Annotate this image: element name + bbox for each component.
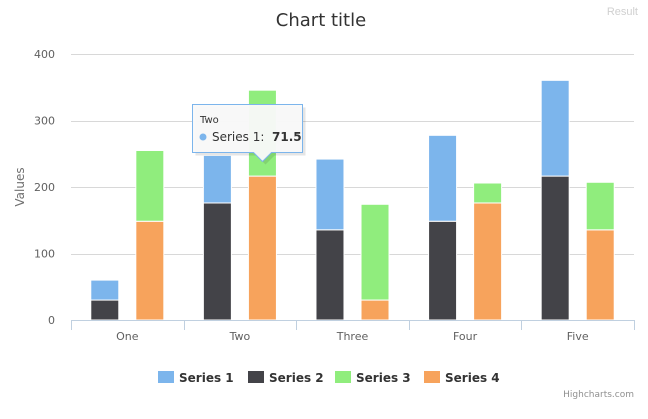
tooltip-series-dot <box>199 133 207 141</box>
legend-label: Series 3 <box>356 371 411 385</box>
x-tick-label: Three <box>336 330 369 343</box>
bar-series-1-one[interactable] <box>90 279 120 301</box>
bar-series-2-four[interactable] <box>428 220 458 321</box>
legend-label: Series 1 <box>179 371 234 385</box>
y-axis-ticks: 0 100 200 300 400 <box>34 48 55 327</box>
legend-item-series-3[interactable]: Series 3 <box>335 371 411 385</box>
legend-swatch <box>335 371 351 383</box>
result-label: Result <box>606 6 638 18</box>
bar-series-2-three[interactable] <box>315 229 345 321</box>
bar-series-4-three[interactable] <box>360 299 390 321</box>
chart-title: Chart title <box>276 10 366 31</box>
y-tick-label: 300 <box>34 115 55 128</box>
legend-item-series-2[interactable]: Series 2 <box>248 371 324 385</box>
bar-series-1-four[interactable] <box>428 134 458 222</box>
tooltip-box <box>192 104 303 163</box>
bar-layer <box>90 79 615 321</box>
bar-series-2-five[interactable] <box>540 175 570 321</box>
bar-series-3-one[interactable] <box>135 149 165 222</box>
tooltip: Two Series 1: 71.5 <box>192 104 306 165</box>
x-tick-label: Four <box>453 330 478 343</box>
bar-series-2-two[interactable] <box>202 202 232 321</box>
x-tick-label: One <box>116 330 139 343</box>
legend-swatch <box>424 371 440 383</box>
legend-item-series-1[interactable]: Series 1 <box>158 371 234 385</box>
y-tick-label: 400 <box>34 48 55 61</box>
bar-series-1-five[interactable] <box>540 79 570 177</box>
tooltip-series-label: Series 1: <box>212 130 264 144</box>
legend-label: Series 2 <box>269 371 324 385</box>
x-tick-label: Five <box>567 330 589 343</box>
bar-series-3-four[interactable] <box>473 182 503 204</box>
legend: Series 1 Series 2 Series 3 Series 4 <box>158 371 500 385</box>
y-tick-label: 200 <box>34 181 55 194</box>
bar-series-2-one[interactable] <box>90 299 120 321</box>
tooltip-category: Two <box>199 115 219 126</box>
legend-label: Series 4 <box>445 371 500 385</box>
bar-series-3-five[interactable] <box>585 181 615 231</box>
bar-series-4-two[interactable] <box>247 175 277 321</box>
bar-series-1-three[interactable] <box>315 158 345 231</box>
y-axis-title: Values <box>13 167 27 206</box>
grid-layer <box>71 54 634 255</box>
x-axis: One Two Three Four Five <box>71 320 635 343</box>
bar-series-4-one[interactable] <box>135 220 165 321</box>
bar-series-4-five[interactable] <box>585 229 615 321</box>
y-tick-label: 100 <box>34 248 55 261</box>
y-tick-label: 0 <box>48 314 55 327</box>
credits-link[interactable]: Highcharts.com <box>563 390 634 400</box>
x-tick-label: Two <box>229 330 251 343</box>
bar-series-1-two[interactable] <box>202 154 232 204</box>
tooltip-value: 71.5 <box>272 130 302 144</box>
legend-swatch <box>158 371 174 383</box>
legend-item-series-4[interactable]: Series 4 <box>424 371 500 385</box>
bar-series-3-three[interactable] <box>360 203 390 301</box>
bar-series-4-four[interactable] <box>473 202 503 321</box>
legend-swatch <box>248 371 264 383</box>
